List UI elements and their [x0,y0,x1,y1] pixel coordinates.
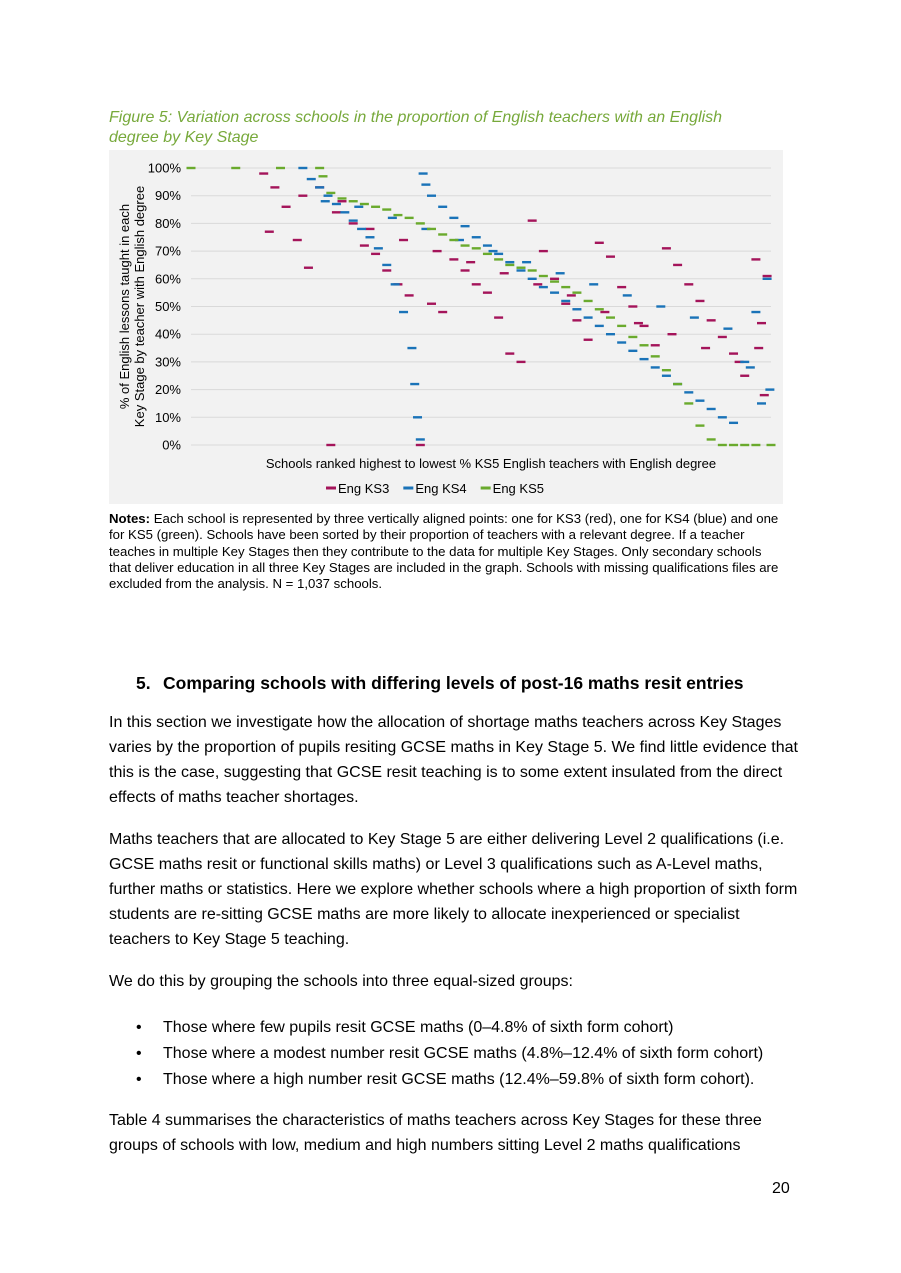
y-tick-label: 10% [155,410,181,425]
notes-label: Notes: [109,511,151,526]
y-tick-label: 30% [155,354,181,369]
section-number: 5. [136,673,151,693]
y-tick-label: 40% [155,327,181,342]
list-item-text: Those where a modest number resit GCSE m… [163,1045,764,1062]
paragraph-grouping: We do this by grouping the schools into … [109,973,573,990]
figure-notes: Notes: Each school is represented by thr… [109,511,779,592]
list-item-text: Those where a high number resit GCSE mat… [163,1071,755,1088]
y-tick-label: 90% [155,188,181,203]
y-tick-label: 60% [155,271,181,286]
y-tick-label: 0% [162,438,181,453]
y-tick-label: 70% [155,244,181,259]
notes-text: Each school is represented by three vert… [109,511,779,592]
y-axis-title: % of English lessons taught in eachKey S… [117,186,147,427]
chart-area: 0% 10% 20% 30% 40% 50% 60% 70% 80% 90% 100%% of En… [109,150,783,504]
legend-label: Eng KS4 [415,481,466,496]
x-axis-title: Schools ranked highest to lowest % KS5 E… [266,456,716,471]
page-number: 20 [772,1180,790,1197]
figure-caption: Figure 5: Variation across schools in th… [109,109,723,146]
list-item-text: Those where few pupils resit GCSE maths … [163,1019,674,1036]
list-item: • Those where few pupils resit GCSE maths… [109,1015,809,1041]
legend-label: Eng KS5 [493,481,544,496]
section-title: Comparing schools with differing levels … [163,673,744,693]
y-tick-label: 100% [148,161,182,176]
scatter-chart: 0% 10% 20% 30% 40% 50% 60% 70% 80% 90% 100%% of En… [117,161,776,496]
group-list: • Those where few pupils resit GCSE maths… [109,1015,809,1093]
paragraph-table-summary: Table 4 summarises the characteristics o… [109,1112,762,1154]
paragraph-intro: In this section we investigate how the a… [109,714,798,806]
paragraph-maths-teachers: Maths teachers that are allocated to Key… [109,831,798,948]
bullet-icon: • [136,1045,142,1062]
bullet-icon: • [136,1019,142,1036]
list-item: • Those where a high number resit GCSE ma… [109,1067,809,1093]
y-tick-label: 80% [155,216,181,231]
legend-label: Eng KS3 [338,481,389,496]
y-tick-label: 50% [155,299,181,314]
y-tick-label: 20% [155,382,181,397]
list-item: • Those where a modest number resit GCSE … [109,1041,809,1067]
section-heading: 5. Comparing schools with differing level… [136,671,836,695]
bullet-icon: • [136,1071,142,1088]
